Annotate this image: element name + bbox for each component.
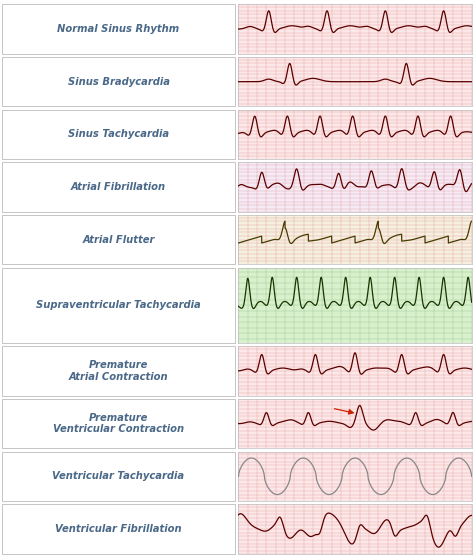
FancyBboxPatch shape: [2, 110, 235, 159]
Text: Atrial Flutter: Atrial Flutter: [82, 234, 155, 244]
Text: Sinus Bradycardia: Sinus Bradycardia: [67, 76, 170, 86]
FancyBboxPatch shape: [2, 451, 235, 501]
Text: Atrial Fibrillation: Atrial Fibrillation: [71, 182, 166, 192]
Text: Premature
Ventricular Contraction: Premature Ventricular Contraction: [53, 413, 184, 435]
FancyBboxPatch shape: [2, 162, 235, 211]
FancyBboxPatch shape: [2, 267, 235, 343]
Text: Supraventricular Tachycardia: Supraventricular Tachycardia: [36, 300, 201, 310]
Text: Ventricular Tachycardia: Ventricular Tachycardia: [53, 472, 184, 482]
Text: Ventricular Fibrillation: Ventricular Fibrillation: [55, 524, 182, 534]
Text: Normal Sinus Rhythm: Normal Sinus Rhythm: [57, 24, 180, 34]
Text: Sinus Tachycardia: Sinus Tachycardia: [68, 129, 169, 140]
FancyBboxPatch shape: [2, 504, 235, 554]
FancyBboxPatch shape: [2, 215, 235, 264]
Text: Premature
Atrial Contraction: Premature Atrial Contraction: [69, 360, 168, 382]
FancyBboxPatch shape: [2, 4, 235, 54]
FancyBboxPatch shape: [2, 399, 235, 448]
FancyBboxPatch shape: [2, 57, 235, 107]
FancyBboxPatch shape: [2, 347, 235, 396]
